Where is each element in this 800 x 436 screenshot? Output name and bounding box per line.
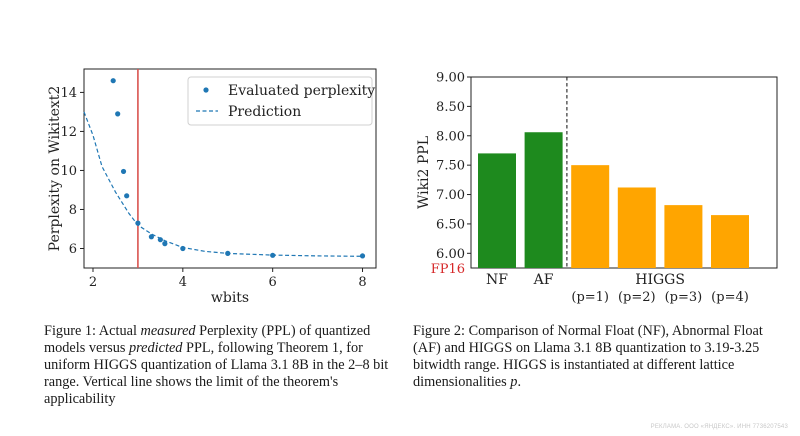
figure-1-plot-area — [83, 69, 366, 268]
figure-2-caption-text-2: . — [517, 374, 522, 390]
figure-1-xlabel: wbits — [211, 290, 249, 306]
figure-1-legend: Evaluated perplexity Prediction — [187, 76, 375, 126]
figure-1-xtick-label-0: 2 — [89, 275, 97, 290]
figure-1-xtick-label-2: 6 — [269, 275, 277, 290]
figure-1-point-5 — [148, 234, 154, 240]
figure-1-point-4 — [135, 220, 141, 226]
figure-1-ytick-label-3: 12 — [60, 125, 77, 140]
figure-1-axes: 2 4 6 8 6 8 10 12 14 wbits Perplexity on Wikitext2 — [47, 68, 377, 306]
figure-1-xtick-label-3: 8 — [358, 275, 366, 290]
figure-1-ytick-label-0: 6 — [69, 242, 77, 257]
figure-1-caption-text-1: measured — [140, 323, 196, 339]
ad-disclaimer: РЕКЛАМА. ООО «ЯНДЕКС». ИНН 7736207543 — [650, 424, 788, 430]
figure-2-caption-text-0: Figure 2: Comparison of Normal Float (NF… — [413, 323, 763, 390]
figure-1-xtick-label-1: 4 — [179, 275, 187, 290]
figure-1-ytick-label-2: 10 — [60, 164, 77, 179]
figure-1-frame — [83, 68, 377, 269]
figure-1-point-1 — [115, 111, 121, 117]
figure-1-caption-text-3: predicted — [128, 340, 183, 356]
figure-1-point-6 — [157, 237, 163, 243]
figure-1-caption-text-2: Perplexity (PPL) of quantized models ver… — [44, 323, 371, 356]
figure-1-ylabel: Perplexity on Wikitext2 — [47, 86, 63, 252]
figure-1-point-2 — [120, 168, 127, 175]
figure-1-ytick-label-4: 14 — [60, 86, 77, 101]
figure-1-point-7 — [162, 241, 168, 247]
figure-1-point-0 — [110, 78, 116, 84]
figure-1-prediction-line — [83, 111, 363, 257]
figure-1-ytick-label-1: 8 — [69, 203, 77, 218]
figure-1-point-11 — [359, 253, 366, 259]
figure-1-caption-text-6: , for uniform HIGGS quantization of Llam… — [44, 340, 389, 407]
figure-1-point-9 — [225, 250, 231, 256]
figure-1-legend-box — [187, 76, 373, 126]
figure-2-caption: Figure 2: Comparison of Normal Float (NF… — [413, 323, 768, 391]
figure-2-caption-text-1: p — [510, 374, 518, 390]
figure-1-caption-text-0: Figure 1: Actual — [44, 323, 141, 339]
figure-1-point-10 — [270, 252, 276, 258]
figure-1-legend-marker-points — [203, 87, 209, 93]
figure-1-caption-text-5[interactable]: 1 — [331, 340, 340, 356]
figure-1-point-8 — [180, 245, 186, 252]
figure-1-point-3 — [124, 193, 130, 199]
figure-1-legend-label-line: Prediction — [228, 104, 301, 120]
figure-1-caption: Figure 1: Actual measured Perplexity (PP… — [44, 323, 394, 408]
figure-1-caption-text-4: PPL, following Theorem — [182, 340, 332, 356]
figure-1-legend-label-points: Evaluated perplexity — [228, 83, 375, 99]
